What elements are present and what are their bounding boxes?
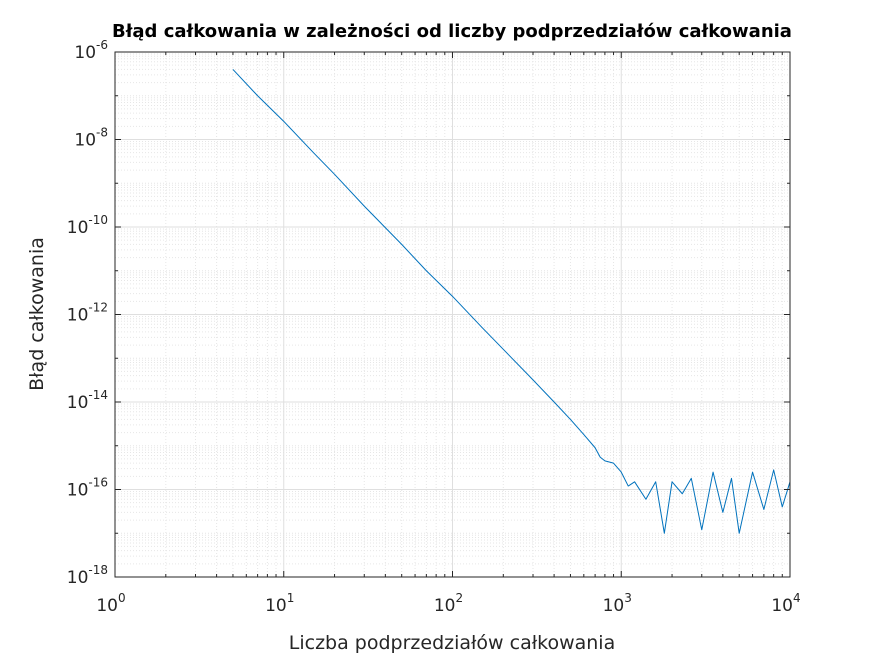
x-tick-label: 100 <box>96 591 125 616</box>
x-tick-exponent: 0 <box>118 591 126 605</box>
x-tick-label: 103 <box>603 591 632 616</box>
x-tick-base: 10 <box>771 596 793 616</box>
x-tick-labels: 100 101 102 103 104 <box>96 591 800 616</box>
y-tick-label: 10-10 <box>67 213 108 238</box>
x-tick-exponent: 2 <box>456 591 464 605</box>
x-tick-base: 10 <box>96 596 118 616</box>
y-tick-base: 10 <box>67 393 89 413</box>
y-tick-label: 10-6 <box>74 38 108 63</box>
y-tick-base: 10 <box>67 481 89 501</box>
x-tick-label: 104 <box>771 591 800 616</box>
y-tick-exponent: -12 <box>88 301 108 315</box>
y-tick-base: 10 <box>67 568 89 588</box>
x-tick-label: 101 <box>265 591 294 616</box>
x-tick-exponent: 3 <box>624 591 632 605</box>
y-tick-label: 10-16 <box>67 476 108 501</box>
y-tick-exponent: -18 <box>88 563 108 577</box>
y-tick-label: 10-12 <box>67 301 108 326</box>
y-tick-base: 10 <box>67 306 89 326</box>
y-axis-label: Błąd całkowania <box>26 237 48 391</box>
chart-title: Błąd całkowania w zależności od liczby p… <box>112 21 792 42</box>
y-tick-base: 10 <box>74 131 96 151</box>
y-tick-label: 10-18 <box>67 563 108 588</box>
x-tick-base: 10 <box>434 596 456 616</box>
y-tick-label: 10-8 <box>74 126 108 151</box>
series-layer <box>232 69 791 534</box>
y-tick-exponent: -10 <box>88 213 108 227</box>
y-tick-base: 10 <box>67 218 89 238</box>
y-tick-exponent: -8 <box>96 126 108 140</box>
x-tick-base: 10 <box>603 596 625 616</box>
x-tick-label: 102 <box>434 591 463 616</box>
y-tick-exponent: -16 <box>88 476 108 490</box>
x-tick-base: 10 <box>265 596 287 616</box>
y-tick-exponent: -14 <box>88 388 108 402</box>
x-tick-exponent: 1 <box>287 591 295 605</box>
y-tick-base: 10 <box>74 43 96 63</box>
tick-marks <box>114 51 791 578</box>
series-line <box>232 69 791 534</box>
y-tick-label: 10-14 <box>67 388 108 413</box>
y-tick-exponent: -6 <box>96 38 108 52</box>
x-axis-label: Liczba podprzedziałów całkowania <box>289 632 615 654</box>
x-tick-exponent: 4 <box>793 591 801 605</box>
